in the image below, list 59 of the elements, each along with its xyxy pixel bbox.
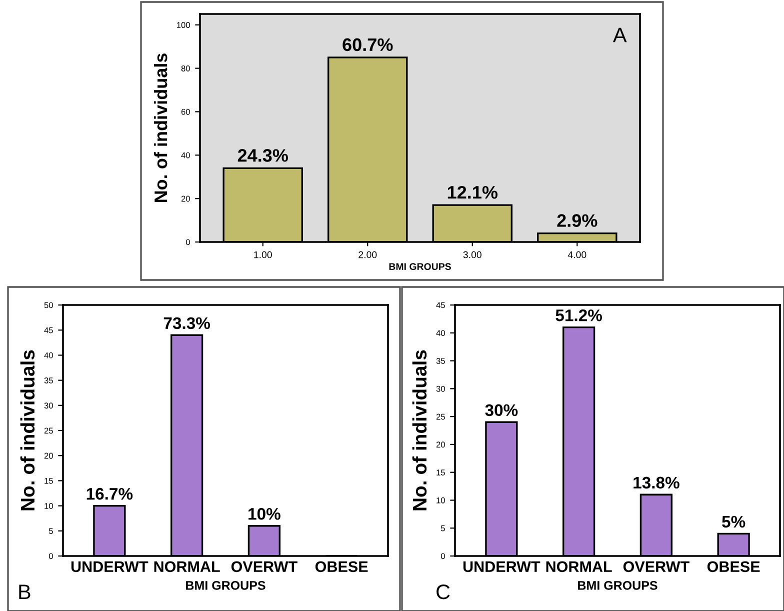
- y-tick-label: 30: [436, 386, 445, 392]
- y-tick-label: 40: [181, 152, 190, 158]
- y-tick-label: 60: [181, 108, 190, 115]
- annotation: 12.1%: [448, 186, 498, 199]
- x-axis-title: BMI GROUPS: [186, 580, 266, 590]
- x-tick-label: OVERWT: [623, 561, 690, 572]
- annotation: 16.7%: [86, 488, 133, 500]
- x-tick-label: NORMAL: [546, 561, 612, 572]
- y-tick-label: 45: [436, 302, 445, 308]
- y-tick-label: 50: [44, 302, 53, 308]
- x-tick-label: 4.00: [568, 251, 586, 258]
- y-tick-label: 0: [48, 553, 53, 560]
- y-tick-label: 15: [436, 470, 445, 476]
- y-tick-label: 20: [436, 442, 445, 448]
- x-tick-label: 3.00: [463, 251, 482, 258]
- y-tick-label: 35: [436, 358, 445, 364]
- y-axis-title: No. of individuals: [154, 54, 168, 202]
- y-tick-label: 20: [181, 196, 190, 202]
- annotation: 24.3%: [238, 149, 288, 162]
- y-tick-label: 25: [44, 428, 53, 434]
- y-tick-label: 40: [44, 352, 53, 358]
- x-tick-label: OBESE: [707, 561, 760, 572]
- y-axis-title: No. of individuals: [20, 350, 35, 510]
- annotation: A: [612, 28, 627, 42]
- y-tick-label: 80: [181, 65, 190, 72]
- y-tick-label: 5: [48, 528, 53, 534]
- y-tick-label: 15: [44, 478, 53, 484]
- text: C: [436, 584, 450, 600]
- y-axis-title: No. of individuals: [412, 350, 427, 510]
- y-tick-label: 35: [44, 378, 53, 384]
- y-tick-label: 100: [177, 22, 190, 28]
- y-tick-label: 10: [436, 497, 445, 504]
- y-tick-label: 10: [44, 503, 53, 509]
- x-tick-label: 1.00: [254, 251, 272, 258]
- annotation: 13.8%: [634, 476, 680, 489]
- annotation: 51.2%: [556, 309, 602, 322]
- x-axis-title: BMI GROUPS: [389, 263, 451, 270]
- x-tick-label: 2.00: [358, 251, 377, 258]
- x-tick-label: OBESE: [315, 561, 368, 572]
- y-tick-label: 40: [436, 330, 445, 336]
- x-tick-label: OVERWT: [231, 561, 298, 572]
- annotation: 2.9%: [557, 214, 598, 227]
- annotation: 5%: [722, 516, 746, 528]
- x-axis-title: BMI GROUPS: [578, 580, 658, 590]
- y-tick-label: 5: [440, 525, 445, 532]
- annotation: 10%: [248, 508, 280, 520]
- x-tick-label: UNDERWT: [463, 561, 540, 572]
- y-tick-label: 25: [436, 414, 445, 420]
- annotation: 30%: [485, 404, 518, 416]
- annotation: 73.3%: [164, 317, 210, 330]
- y-tick-label: 0: [440, 553, 445, 560]
- y-tick-label: 20: [44, 452, 53, 459]
- y-tick-label: 30: [44, 402, 53, 408]
- annotation: 60.7%: [342, 38, 393, 52]
- x-tick-label: UNDERWT: [71, 561, 148, 572]
- y-tick-label: 45: [44, 327, 53, 334]
- y-tick-label: 0: [186, 239, 190, 246]
- text: B: [19, 584, 30, 600]
- x-tick-label: NORMAL: [154, 561, 220, 572]
